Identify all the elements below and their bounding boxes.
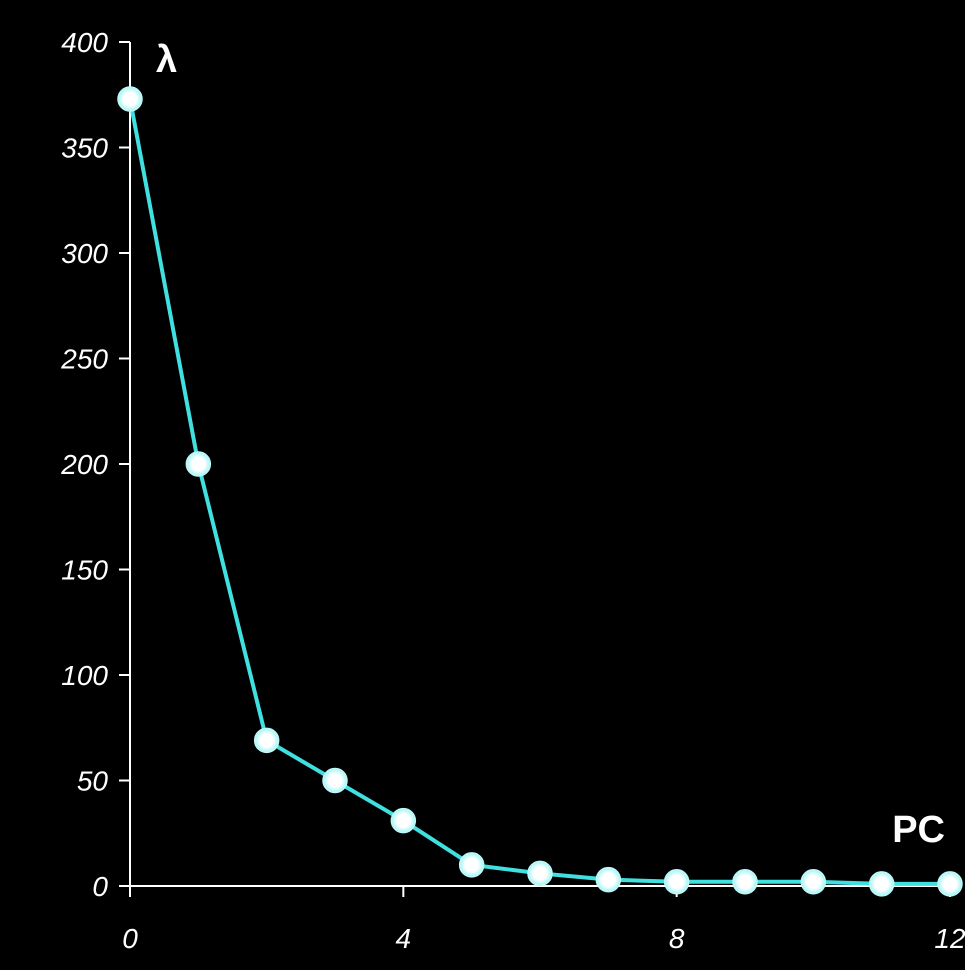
y-tick-label: 300 bbox=[61, 238, 108, 269]
data-point bbox=[868, 871, 895, 897]
x-tick-label: 0 bbox=[122, 923, 138, 954]
data-point bbox=[800, 869, 827, 895]
y-tick-label: 400 bbox=[61, 27, 108, 58]
data-point bbox=[937, 871, 963, 897]
labels-layer: λ PC bbox=[156, 39, 945, 851]
axes: 0 50 100 150 200 250 300 350 400 0 4 8 12 bbox=[60, 27, 965, 954]
data-point bbox=[253, 727, 280, 754]
data-point bbox=[390, 807, 417, 834]
data-point bbox=[117, 86, 143, 112]
data-point bbox=[185, 451, 212, 477]
x-tick-label: 8 bbox=[669, 923, 685, 954]
data-point bbox=[663, 869, 690, 895]
y-tick-label: 100 bbox=[61, 660, 108, 691]
data-point bbox=[732, 869, 758, 895]
series-layer bbox=[117, 86, 963, 897]
y-tick-label: 250 bbox=[60, 344, 108, 375]
y-axis-label: λ bbox=[156, 39, 177, 81]
y-tick-label: 0 bbox=[92, 871, 108, 902]
series-line bbox=[128, 98, 950, 886]
x-axis-label: PC bbox=[892, 809, 945, 851]
y-tick-label: 50 bbox=[77, 766, 109, 797]
y-tick-label: 150 bbox=[61, 555, 108, 586]
data-point bbox=[322, 767, 348, 794]
data-point bbox=[595, 866, 622, 893]
x-tick-label: 12 bbox=[934, 923, 965, 954]
data-point bbox=[458, 852, 485, 878]
x-tick-label: 4 bbox=[396, 923, 412, 954]
data-point bbox=[527, 860, 553, 887]
y-tick-label: 200 bbox=[60, 449, 108, 480]
y-tick-label: 350 bbox=[61, 133, 108, 164]
